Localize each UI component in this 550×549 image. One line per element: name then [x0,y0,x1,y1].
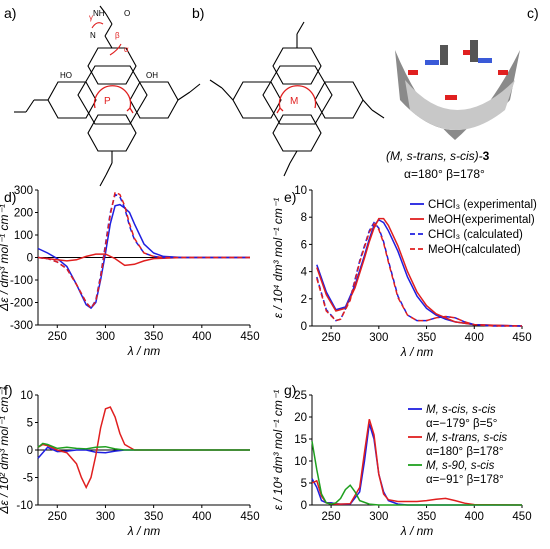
y-tick-label: 0 [27,253,33,265]
series-line-2 [37,406,250,490]
model-caption-line2: α=180° β=178° [404,167,485,181]
atom-label-nh: NH [93,9,105,18]
y-tick-label: -200 [10,298,33,310]
y-tick-label: 10 [294,185,307,197]
series-line-1 [37,203,250,310]
y-tick-label: 0 [27,445,33,457]
x-tick-label: 350 [144,511,163,523]
y-tick-label: -300 [10,320,33,332]
x-tick-label: 300 [369,511,388,523]
chart-e: 250 300 350 400 450 0 2 4 6 8 10 λ / nm ε / 10⁴ dm³ … [271,185,537,359]
legend-angles: α=180° β=178° [426,446,503,458]
series-line-4 [316,222,522,327]
x-tick-label: 350 [417,332,436,344]
y-tick-label: 8 [301,212,307,224]
y-tick-label: 5 [301,478,307,490]
y-tick-label: 0 [301,500,307,512]
x-tick-label: 450 [512,332,531,344]
series-line-3 [37,193,250,310]
angle-label-beta: β [115,31,120,40]
chart-d: 250 300 350 400 450 -300 -200 -100 0 100 200 300 λ /… [0,185,260,358]
legend-entry: MeOH(experimental) [428,214,535,226]
x-tick-label: 450 [240,511,259,523]
y-tick-label: 2 [301,294,307,306]
panel-label-f: f) [4,382,13,398]
legend-entry: M, s-cis, s-cis [426,404,496,416]
y-tick-label: -10 [16,500,33,512]
legend-angles: α=−179° β=5° [426,418,497,430]
y-axis-label: ε / 10⁴ dm³ mol⁻¹ cm⁻¹ [271,390,285,510]
x-tick-label: 400 [192,331,211,343]
series-line-3 [311,441,522,506]
rotation-label-m: M [290,96,298,107]
x-axis-label: λ / nm [127,524,161,538]
y-tick-label: 10 [20,390,33,402]
legend-entry: CHCl₃ (experimental) [428,199,537,211]
atom-label-o: O [124,9,130,18]
y-tick-label: 4 [301,267,308,279]
y-tick-label: 20 [294,412,307,424]
x-tick-label: 250 [48,511,67,523]
panel-label-c: c) [527,5,539,21]
x-tick-label: 300 [96,511,115,523]
legend-entry: CHCl₃ (calculated) [428,229,523,241]
x-tick-label: 300 [96,331,115,343]
atom-label-oh: OH [146,71,158,80]
x-tick-label: 400 [465,332,484,344]
panel-label-e: e) [284,189,296,205]
series-line-3 [37,442,250,451]
x-tick-label: 400 [192,511,211,523]
series-line-4 [37,191,250,310]
y-axis-label: Δε / 10² dm³ mol⁻¹ cm⁻¹ [0,386,11,514]
angle-label-alpha: α [124,45,129,54]
panel-label-a: a) [4,5,16,21]
x-tick-label: 250 [321,511,340,523]
y-tick-label: 5 [27,418,33,430]
angle-label-gamma: γ [89,13,93,22]
x-tick-label: 450 [512,511,531,523]
y-tick-label: 300 [14,185,33,197]
atom-label-ho: HO [60,71,72,80]
legend-entry: MeOH(calculated) [428,244,521,256]
y-axis-label: Δε / dm³ mol⁻¹ cm⁻¹ [0,204,11,312]
x-tick-label: 250 [48,331,67,343]
panel-label-d: d) [4,189,16,205]
panel-label-g: g) [284,382,296,398]
x-axis-label: λ / nm [127,344,161,358]
y-tick-label: 10 [294,456,307,468]
y-tick-label: 25 [294,390,307,402]
y-tick-label: 6 [301,239,307,251]
rotation-label-p: P [104,96,111,107]
chart-g: 250 300 350 400 450 0 5 10 15 20 25 λ / nm ε / 10⁴ d… [271,390,532,538]
x-tick-label: 350 [144,331,163,343]
x-axis-label: λ / nm [400,345,434,359]
chart-f: 250 300 350 400 450 -10 -5 0 5 10 λ / nm Δε / 10² d… [0,386,260,538]
structure-b-drawing [209,21,385,177]
panel-label-b: b) [192,5,204,21]
molecular-model-c [395,40,520,140]
atom-label-n: N [90,31,96,40]
y-tick-label: 0 [301,321,307,333]
legend-angles: α=−91° β=178° [426,474,504,486]
x-tick-label: 400 [465,511,484,523]
x-tick-label: 350 [417,511,436,523]
series-line-2 [37,253,250,267]
model-caption-line1: (M, s-trans, s-cis)-3 [386,149,490,163]
y-tick-label: 15 [294,434,307,446]
structure-a-drawing [14,5,201,187]
x-axis-label: λ / nm [400,524,434,538]
y-tick-label: 200 [14,208,33,220]
series-line-3 [316,221,522,327]
y-tick-label: -5 [23,473,33,485]
legend-entry: M, s-90, s-cis [426,460,495,472]
x-tick-label: 250 [321,332,340,344]
x-tick-label: 300 [369,332,388,344]
legend-entry: M, s-trans, s-cis [426,432,507,444]
x-tick-label: 450 [240,331,259,343]
y-axis-label: ε / 10⁴ dm³ mol⁻¹ cm⁻¹ [271,198,285,318]
y-tick-label: -100 [10,275,33,287]
y-tick-label: 100 [14,230,33,242]
